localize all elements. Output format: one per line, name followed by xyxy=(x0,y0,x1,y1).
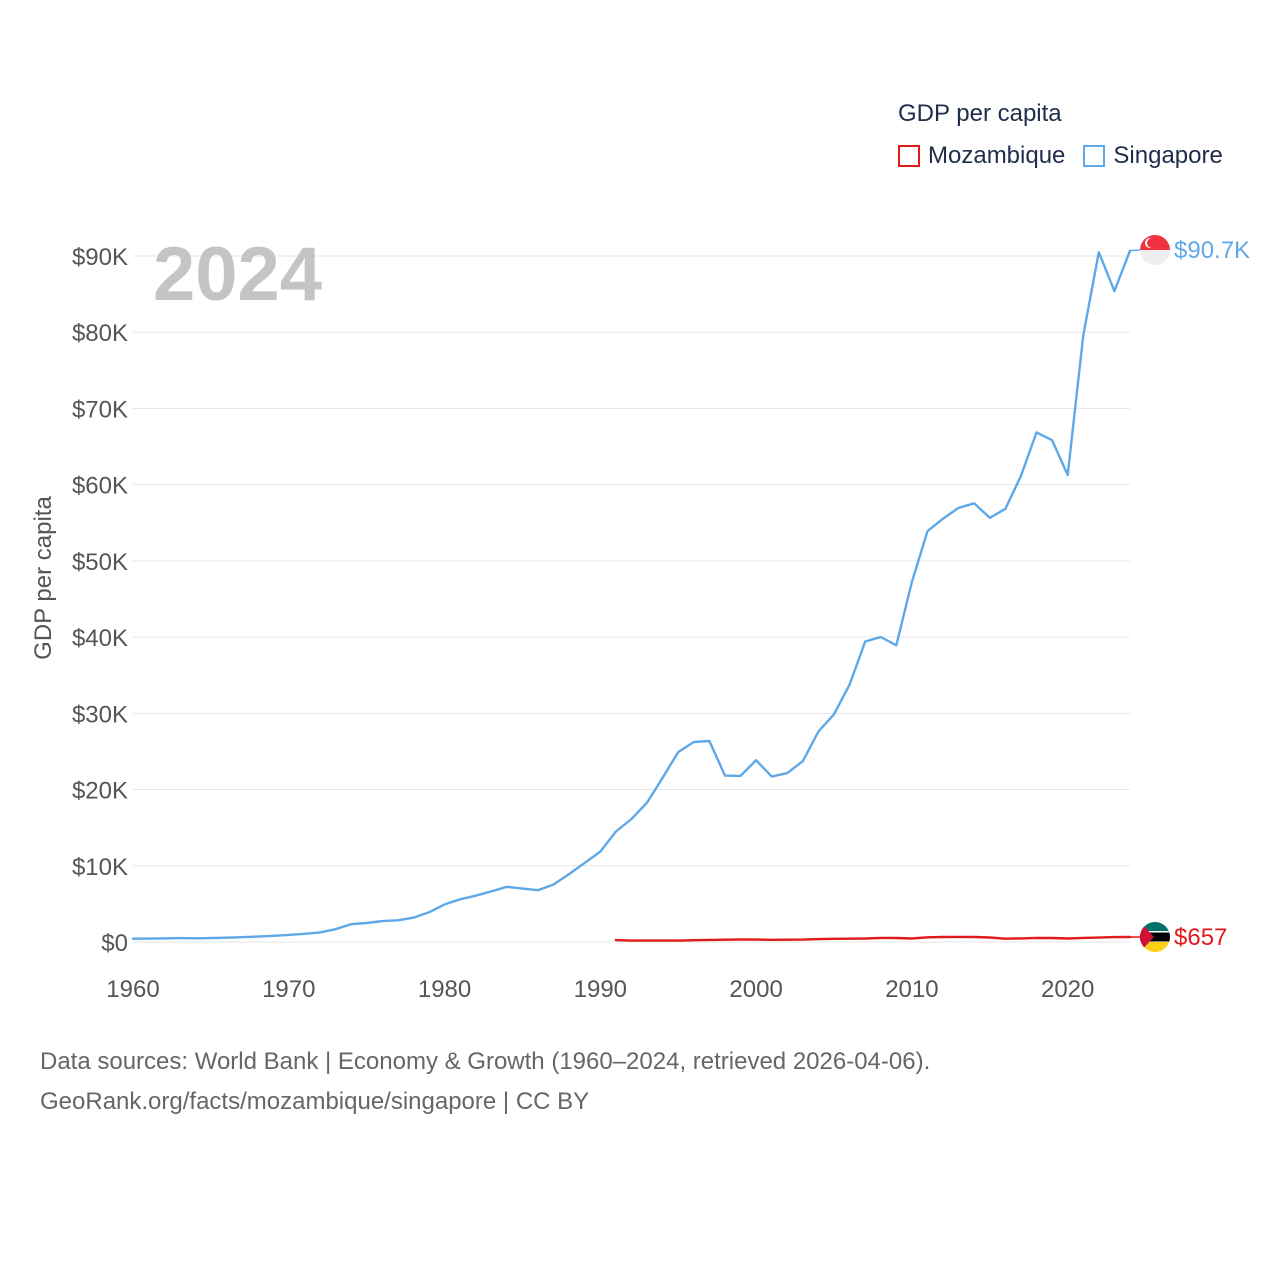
data-series xyxy=(131,249,1132,942)
legend-item-singapore[interactable]: Singapore xyxy=(1083,142,1223,170)
x-tick-label: 1990 xyxy=(574,976,627,1003)
end-connector-singapore xyxy=(1129,249,1141,252)
legend-item-mozambique[interactable]: Mozambique xyxy=(898,142,1065,170)
end-markers: $90.7K $657 xyxy=(1129,235,1250,952)
legend-label-singapore: Singapore xyxy=(1113,142,1223,169)
y-tick-label: $40K xyxy=(72,625,128,652)
y-tick-label: $80K xyxy=(72,320,128,347)
y-tick-label: $70K xyxy=(72,396,128,423)
series-line-singapore xyxy=(131,249,1132,940)
y-tick-label: $50K xyxy=(72,549,128,576)
source-line-1: Data sources: World Bank | Economy & Gro… xyxy=(40,1048,931,1075)
x-tick-label: 1980 xyxy=(418,976,471,1003)
y-tick-label: $30K xyxy=(72,701,128,728)
y-tick-label: $0 xyxy=(101,930,128,957)
x-tick-label: 1970 xyxy=(262,976,315,1003)
legend-swatch-singapore xyxy=(1083,145,1106,167)
x-axis-ticks: 1960 1970 1980 1990 2000 2010 2020 xyxy=(106,976,1094,1003)
legend-swatch-mozambique xyxy=(898,145,920,167)
end-value-label-mozambique: $657 xyxy=(1174,924,1227,951)
y-axis-ticks: $0 $10K $20K $30K $40K $50K $60K $70K $80K $90K xyxy=(72,244,128,957)
y-tick-label: $60K xyxy=(72,473,128,500)
x-tick-label: 2010 xyxy=(885,976,938,1003)
legend-label-mozambique: Mozambique xyxy=(928,142,1066,169)
source-line-2[interactable]: GeoRank.org/facts/mozambique/singapore |… xyxy=(40,1088,590,1115)
x-tick-label: 1960 xyxy=(106,976,159,1003)
y-tick-label: $10K xyxy=(72,854,128,881)
current-year-label: 2024 xyxy=(153,232,322,317)
series-line-mozambique xyxy=(614,935,1132,942)
y-tick-label: $90K xyxy=(72,244,128,271)
flag-icon-singapore xyxy=(1140,235,1170,265)
x-tick-label: 2020 xyxy=(1041,976,1094,1003)
x-tick-label: 2000 xyxy=(729,976,782,1003)
legend-title: GDP per capita xyxy=(898,100,1062,127)
legend: Mozambique Singapore xyxy=(898,142,1241,170)
end-value-label-singapore: $90.7K xyxy=(1174,237,1250,264)
flag-icon-mozambique xyxy=(1140,922,1170,952)
y-tick-label: $20K xyxy=(72,778,128,805)
data-source-note: Data sources: World Bank | Economy & Gro… xyxy=(40,1042,930,1122)
y-axis-title: GDP per capita xyxy=(30,496,57,660)
gridlines xyxy=(133,255,1130,943)
